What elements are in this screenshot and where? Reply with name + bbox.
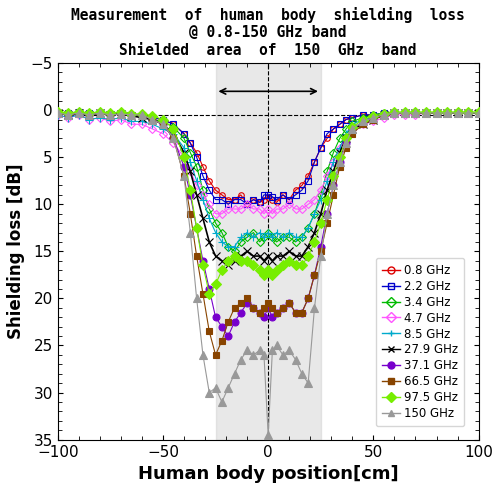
Legend: 0.8 GHz, 2.2 GHz, 3.4 GHz, 4.7 GHz, 8.5 GHz, 27.9 GHz, 37.1 GHz, 66.5 GHz, 97.5 : 0.8 GHz, 2.2 GHz, 3.4 GHz, 4.7 GHz, 8.5 … <box>376 258 464 426</box>
Bar <box>216 63 321 440</box>
Y-axis label: Shielding loss [dB]: Shielding loss [dB] <box>7 164 25 339</box>
X-axis label: Human body position[cm]: Human body position[cm] <box>138 465 398 483</box>
Title: Measurement  of  human  body  shielding  loss
@ 0.8-150 GHz band
Shielded  area : Measurement of human body shielding loss… <box>72 7 465 58</box>
